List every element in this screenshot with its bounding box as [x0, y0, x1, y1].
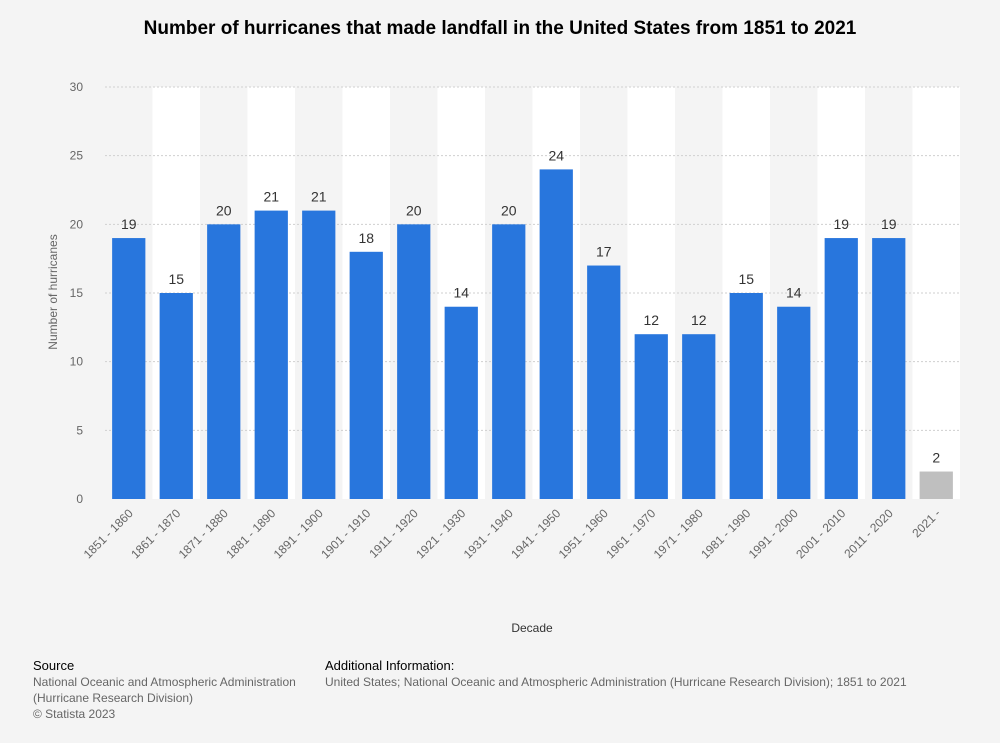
value-label: 20 — [216, 202, 232, 218]
y-axis-title: Number of hurricanes — [46, 234, 60, 349]
x-tick-label: 1891 - 1900 — [271, 506, 326, 561]
info-heading: Additional Information: — [325, 658, 455, 673]
x-tick-label: 1941 - 1950 — [508, 506, 563, 561]
x-tick-label: 1901 - 1910 — [318, 506, 373, 561]
value-label: 12 — [691, 312, 707, 328]
value-label: 15 — [738, 271, 754, 287]
y-tick-label: 15 — [70, 286, 84, 300]
value-label: 19 — [833, 216, 849, 232]
x-tick-label: 1881 - 1890 — [223, 506, 278, 561]
value-label: 21 — [311, 189, 327, 205]
value-label: 14 — [453, 285, 469, 301]
value-label: 19 — [121, 216, 137, 232]
grid-lines — [105, 86, 960, 431]
source-heading: Source — [33, 658, 75, 673]
bar[interactable] — [872, 238, 906, 500]
x-tick-label: 2021 - — [909, 506, 943, 540]
value-label: 24 — [548, 147, 564, 163]
value-label: 19 — [881, 216, 897, 232]
y-tick-label: 5 — [76, 423, 83, 437]
bar[interactable] — [824, 238, 858, 500]
bar[interactable] — [207, 224, 241, 500]
bar[interactable] — [777, 306, 811, 499]
x-axis-title: Decade — [511, 621, 553, 635]
x-tick-label: 1871 - 1880 — [176, 506, 231, 561]
value-label: 17 — [596, 244, 612, 260]
bar[interactable] — [919, 471, 953, 499]
bar[interactable] — [397, 224, 431, 500]
value-label: 14 — [786, 285, 802, 301]
bar[interactable] — [492, 224, 526, 500]
y-tick-label: 25 — [70, 149, 84, 163]
x-tick-label: 2011 - 2020 — [841, 506, 896, 561]
value-label: 20 — [406, 202, 422, 218]
source-block: Source National Oceanic and Atmospheric … — [33, 658, 296, 722]
bar-chart: 19 15 20 21 21 18 20 14 20 24 17 12 12 15 14 19 19 2 0 5 10… — [46, 80, 960, 635]
value-labels: 19 15 20 21 21 18 20 14 20 24 17 12 12 15 14 19 19 2 — [121, 147, 940, 465]
additional-info-block: Additional Information: United States; N… — [325, 658, 907, 690]
x-tick-label: 1851 - 1860 — [81, 506, 136, 561]
bar[interactable] — [634, 334, 668, 499]
value-label: 15 — [168, 271, 184, 287]
value-label: 18 — [358, 230, 374, 246]
x-tick-label: 1971 - 1980 — [651, 506, 706, 561]
y-tick-label: 20 — [70, 217, 84, 231]
y-tick-label: 10 — [70, 355, 84, 369]
chart-title: Number of hurricanes that made landfall … — [143, 18, 857, 39]
bar[interactable] — [349, 251, 383, 499]
value-label: 12 — [643, 312, 659, 328]
bar[interactable] — [729, 293, 763, 499]
bar[interactable] — [539, 169, 573, 499]
x-tick-label: 1961 - 1970 — [603, 506, 658, 561]
bar[interactable] — [159, 293, 193, 499]
x-tick-label: 1991 - 2000 — [746, 506, 801, 561]
bars — [112, 169, 953, 500]
x-tick-label: 1951 - 1960 — [556, 506, 611, 561]
bar[interactable] — [444, 306, 478, 499]
source-line: (Hurricane Research Division) — [33, 691, 194, 705]
y-axis-ticks: 0 5 10 15 20 25 30 — [70, 80, 84, 506]
x-tick-label: 1931 - 1940 — [461, 506, 516, 561]
x-tick-label: 2001 - 2010 — [793, 506, 848, 561]
copyright: © Statista 2023 — [33, 707, 116, 721]
bar[interactable] — [254, 210, 288, 499]
bar[interactable] — [302, 210, 336, 499]
source-line: National Oceanic and Atmospheric Adminis… — [33, 675, 296, 689]
background-band — [912, 87, 960, 499]
y-tick-label: 0 — [76, 492, 83, 506]
bar[interactable] — [682, 334, 716, 499]
value-label: 21 — [263, 189, 279, 205]
x-tick-label: 1861 - 1870 — [128, 506, 183, 561]
value-label: 2 — [932, 450, 940, 466]
bar[interactable] — [112, 238, 146, 500]
info-text: United States; National Oceanic and Atmo… — [325, 675, 907, 689]
y-tick-label: 30 — [70, 80, 84, 94]
bar[interactable] — [587, 265, 621, 499]
x-tick-label: 1981 - 1990 — [698, 506, 753, 561]
x-tick-label: 1921 - 1930 — [413, 506, 468, 561]
value-label: 20 — [501, 202, 517, 218]
